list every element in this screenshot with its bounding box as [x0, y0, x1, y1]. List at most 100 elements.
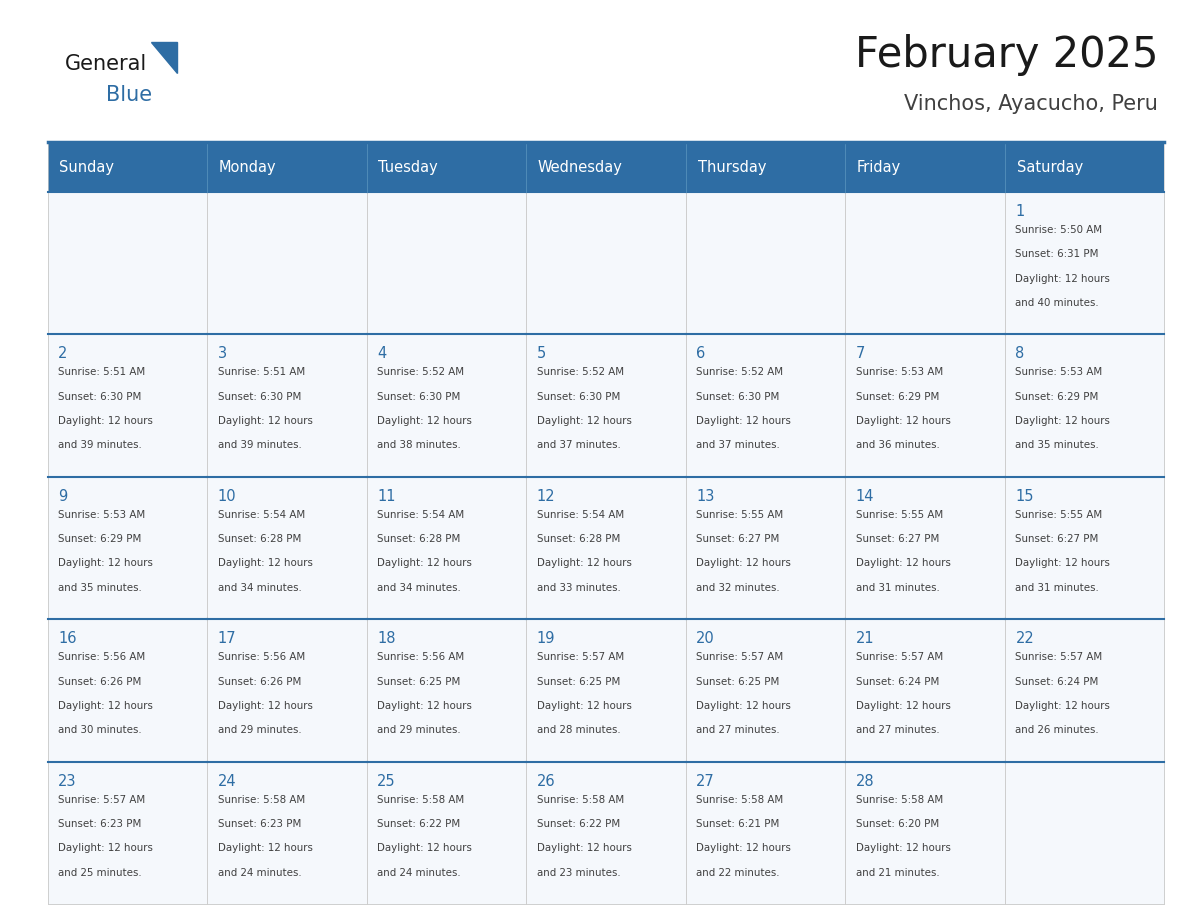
Text: Sunset: 6:25 PM: Sunset: 6:25 PM [696, 677, 779, 687]
Text: 16: 16 [58, 632, 77, 646]
Text: and 30 minutes.: and 30 minutes. [58, 725, 141, 735]
Bar [48, 620, 207, 762]
Text: and 29 minutes.: and 29 minutes. [217, 725, 302, 735]
Text: 9: 9 [58, 488, 68, 504]
Bar [48, 334, 207, 476]
Text: and 32 minutes.: and 32 minutes. [696, 583, 781, 593]
Text: and 39 minutes.: and 39 minutes. [58, 441, 141, 451]
Text: Sunset: 6:27 PM: Sunset: 6:27 PM [855, 534, 940, 544]
Text: Sunset: 6:22 PM: Sunset: 6:22 PM [537, 819, 620, 829]
Text: Sunrise: 5:58 AM: Sunrise: 5:58 AM [537, 795, 624, 805]
Text: Sunset: 6:25 PM: Sunset: 6:25 PM [537, 677, 620, 687]
Text: and 23 minutes.: and 23 minutes. [537, 868, 620, 878]
Text: Sunset: 6:29 PM: Sunset: 6:29 PM [855, 392, 940, 402]
Text: Daylight: 12 hours: Daylight: 12 hours [1016, 558, 1111, 568]
Bar [207, 762, 367, 904]
Text: 22: 22 [1016, 632, 1034, 646]
Text: Sunrise: 5:54 AM: Sunrise: 5:54 AM [378, 509, 465, 520]
Text: and 34 minutes.: and 34 minutes. [217, 583, 302, 593]
Bar [845, 142, 1005, 192]
Text: Vinchos, Ayacucho, Peru: Vinchos, Ayacucho, Peru [904, 94, 1158, 114]
Text: Tuesday: Tuesday [379, 160, 438, 174]
Text: Daylight: 12 hours: Daylight: 12 hours [1016, 701, 1111, 711]
Text: Daylight: 12 hours: Daylight: 12 hours [217, 844, 312, 854]
Text: and 27 minutes.: and 27 minutes. [855, 725, 940, 735]
Text: 14: 14 [855, 488, 874, 504]
Text: Sunset: 6:30 PM: Sunset: 6:30 PM [696, 392, 779, 402]
Text: Sunrise: 5:50 AM: Sunrise: 5:50 AM [1016, 225, 1102, 235]
Text: Daylight: 12 hours: Daylight: 12 hours [378, 416, 472, 426]
Text: Daylight: 12 hours: Daylight: 12 hours [696, 416, 791, 426]
Bar [685, 142, 845, 192]
Text: Sunset: 6:21 PM: Sunset: 6:21 PM [696, 819, 779, 829]
Text: and 35 minutes.: and 35 minutes. [58, 583, 141, 593]
Text: Daylight: 12 hours: Daylight: 12 hours [537, 416, 632, 426]
Text: Daylight: 12 hours: Daylight: 12 hours [217, 558, 312, 568]
Text: and 29 minutes.: and 29 minutes. [378, 725, 461, 735]
Bar [526, 476, 685, 620]
Text: 7: 7 [855, 346, 865, 362]
Text: and 36 minutes.: and 36 minutes. [855, 441, 940, 451]
Text: Sunrise: 5:56 AM: Sunrise: 5:56 AM [217, 653, 305, 662]
Text: Daylight: 12 hours: Daylight: 12 hours [378, 558, 472, 568]
Text: 3: 3 [217, 346, 227, 362]
Text: Sunrise: 5:57 AM: Sunrise: 5:57 AM [696, 653, 784, 662]
Text: Daylight: 12 hours: Daylight: 12 hours [855, 416, 950, 426]
Bar [207, 620, 367, 762]
Text: and 40 minutes.: and 40 minutes. [1016, 297, 1099, 308]
Text: and 25 minutes.: and 25 minutes. [58, 868, 141, 878]
Text: Daylight: 12 hours: Daylight: 12 hours [696, 558, 791, 568]
Bar [685, 334, 845, 476]
Text: Daylight: 12 hours: Daylight: 12 hours [855, 558, 950, 568]
Text: Daylight: 12 hours: Daylight: 12 hours [378, 701, 472, 711]
Text: Friday: Friday [857, 160, 902, 174]
Text: and 24 minutes.: and 24 minutes. [217, 868, 302, 878]
Text: 8: 8 [1016, 346, 1025, 362]
Text: Sunrise: 5:58 AM: Sunrise: 5:58 AM [378, 795, 465, 805]
Bar [526, 620, 685, 762]
Bar [48, 476, 207, 620]
Text: Sunset: 6:26 PM: Sunset: 6:26 PM [58, 677, 141, 687]
Text: General: General [65, 54, 147, 74]
Text: 23: 23 [58, 774, 77, 789]
Text: Sunrise: 5:58 AM: Sunrise: 5:58 AM [696, 795, 784, 805]
Text: Daylight: 12 hours: Daylight: 12 hours [1016, 274, 1111, 284]
Bar [1005, 334, 1164, 476]
Text: 12: 12 [537, 488, 556, 504]
Text: and 38 minutes.: and 38 minutes. [378, 441, 461, 451]
Text: Sunrise: 5:53 AM: Sunrise: 5:53 AM [1016, 367, 1102, 377]
Text: 10: 10 [217, 488, 236, 504]
Text: and 34 minutes.: and 34 minutes. [378, 583, 461, 593]
Text: Daylight: 12 hours: Daylight: 12 hours [855, 701, 950, 711]
Text: Sunrise: 5:51 AM: Sunrise: 5:51 AM [58, 367, 145, 377]
Bar [207, 192, 367, 334]
Text: 4: 4 [378, 346, 386, 362]
Text: and 35 minutes.: and 35 minutes. [1016, 441, 1099, 451]
Text: Sunrise: 5:57 AM: Sunrise: 5:57 AM [58, 795, 145, 805]
Text: Sunrise: 5:53 AM: Sunrise: 5:53 AM [58, 509, 145, 520]
Text: Sunset: 6:30 PM: Sunset: 6:30 PM [537, 392, 620, 402]
Text: Sunset: 6:29 PM: Sunset: 6:29 PM [1016, 392, 1099, 402]
Text: Sunrise: 5:55 AM: Sunrise: 5:55 AM [1016, 509, 1102, 520]
Bar [207, 334, 367, 476]
Bar [367, 620, 526, 762]
Text: Daylight: 12 hours: Daylight: 12 hours [58, 844, 153, 854]
Bar [845, 334, 1005, 476]
Text: Daylight: 12 hours: Daylight: 12 hours [696, 701, 791, 711]
Text: and 26 minutes.: and 26 minutes. [1016, 725, 1099, 735]
Text: 27: 27 [696, 774, 715, 789]
Text: Sunday: Sunday [59, 160, 114, 174]
Text: Sunset: 6:22 PM: Sunset: 6:22 PM [378, 819, 461, 829]
Bar [1005, 142, 1164, 192]
Text: 1: 1 [1016, 204, 1025, 218]
Text: 26: 26 [537, 774, 556, 789]
Text: Daylight: 12 hours: Daylight: 12 hours [537, 844, 632, 854]
Text: Thursday: Thursday [697, 160, 766, 174]
Text: Sunset: 6:28 PM: Sunset: 6:28 PM [378, 534, 461, 544]
Text: Sunset: 6:26 PM: Sunset: 6:26 PM [217, 677, 301, 687]
Text: 21: 21 [855, 632, 874, 646]
Text: 18: 18 [378, 632, 396, 646]
Text: Sunset: 6:31 PM: Sunset: 6:31 PM [1016, 249, 1099, 259]
Bar [1005, 476, 1164, 620]
Bar [367, 476, 526, 620]
